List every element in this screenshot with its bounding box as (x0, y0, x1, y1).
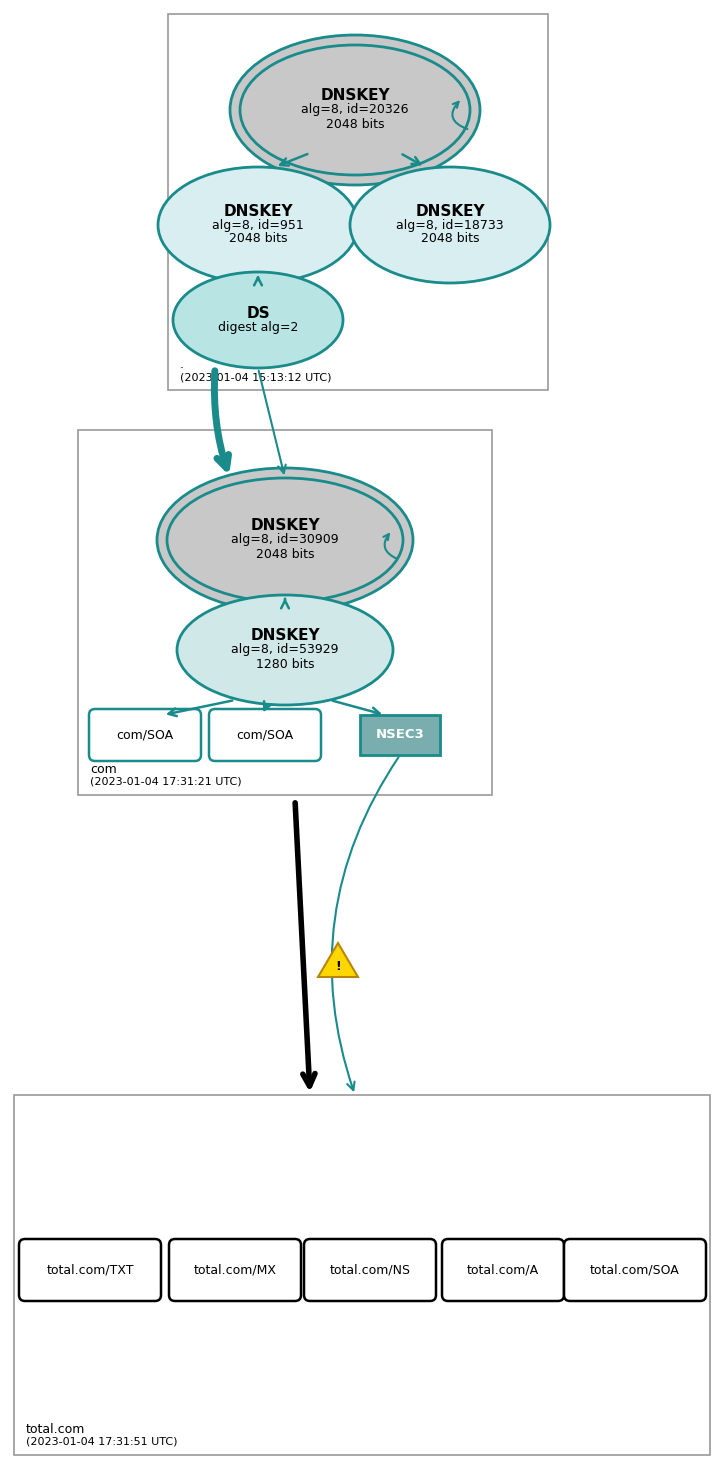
Text: alg=8, id=53929: alg=8, id=53929 (231, 644, 339, 657)
FancyBboxPatch shape (564, 1239, 706, 1301)
Text: digest alg=2: digest alg=2 (218, 321, 298, 333)
Ellipse shape (158, 166, 358, 283)
FancyBboxPatch shape (209, 709, 321, 762)
Text: DNSKEY: DNSKEY (320, 88, 390, 103)
Bar (14, 1094, 710, 1455)
Text: .: . (180, 358, 184, 371)
Text: (2023-01-04 17:31:21 UTC): (2023-01-04 17:31:21 UTC) (90, 776, 241, 787)
Ellipse shape (177, 595, 393, 706)
Text: com/SOA: com/SOA (116, 729, 174, 741)
FancyBboxPatch shape (19, 1239, 161, 1301)
Text: total.com/MX: total.com/MX (193, 1264, 276, 1277)
Text: (2023-01-04 15:13:12 UTC): (2023-01-04 15:13:12 UTC) (180, 373, 332, 382)
Text: total.com/A: total.com/A (467, 1264, 539, 1277)
Text: DS: DS (246, 305, 270, 321)
Text: (2023-01-04 17:31:51 UTC): (2023-01-04 17:31:51 UTC) (26, 1438, 177, 1446)
Text: alg=8, id=18733: alg=8, id=18733 (396, 218, 504, 231)
Text: total.com/NS: total.com/NS (329, 1264, 411, 1277)
FancyBboxPatch shape (442, 1239, 564, 1301)
Ellipse shape (240, 46, 470, 175)
Text: 2048 bits: 2048 bits (326, 118, 385, 131)
Text: 2048 bits: 2048 bits (229, 233, 287, 246)
Text: com/SOA: com/SOA (236, 729, 294, 741)
FancyBboxPatch shape (169, 1239, 301, 1301)
Polygon shape (318, 943, 358, 977)
Text: total.com/SOA: total.com/SOA (590, 1264, 680, 1277)
FancyBboxPatch shape (304, 1239, 436, 1301)
Text: alg=8, id=951: alg=8, id=951 (212, 218, 304, 231)
Text: total.com: total.com (26, 1423, 85, 1436)
Text: NSEC3: NSEC3 (376, 729, 425, 741)
Ellipse shape (230, 35, 480, 186)
Ellipse shape (173, 273, 343, 368)
Text: 1280 bits: 1280 bits (256, 657, 314, 670)
Text: DNSKEY: DNSKEY (223, 203, 293, 218)
Text: DNSKEY: DNSKEY (250, 518, 320, 533)
Text: alg=8, id=30909: alg=8, id=30909 (231, 533, 339, 546)
Text: !: ! (335, 960, 341, 974)
Text: DNSKEY: DNSKEY (250, 629, 320, 644)
Text: DNSKEY: DNSKEY (415, 203, 485, 218)
Bar (168, 15, 548, 390)
Text: com: com (90, 763, 117, 776)
FancyBboxPatch shape (89, 709, 201, 762)
Ellipse shape (167, 479, 403, 602)
Text: 2048 bits: 2048 bits (256, 548, 314, 561)
Bar (78, 430, 492, 795)
Text: alg=8, id=20326: alg=8, id=20326 (301, 103, 409, 116)
Ellipse shape (157, 468, 413, 611)
Text: 2048 bits: 2048 bits (421, 233, 479, 246)
Bar (360, 714, 440, 756)
Text: total.com/TXT: total.com/TXT (47, 1264, 134, 1277)
Ellipse shape (350, 166, 550, 283)
